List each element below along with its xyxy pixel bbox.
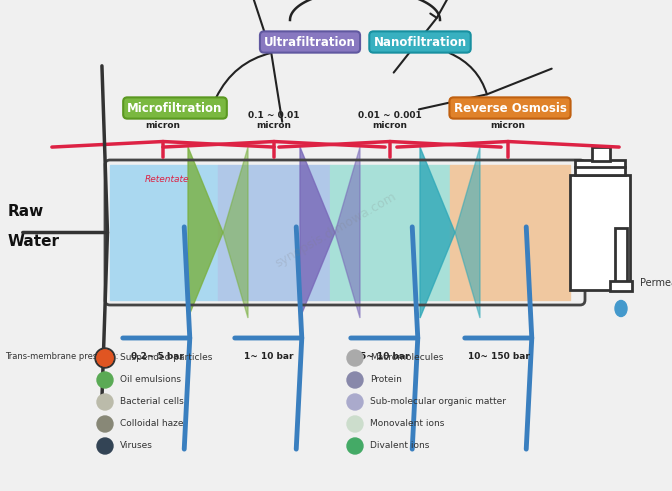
Text: Trans-membrane pressure:: Trans-membrane pressure:	[5, 352, 118, 361]
Text: Suspended particles: Suspended particles	[120, 354, 212, 362]
Ellipse shape	[97, 416, 113, 432]
Text: Colloidal haze: Colloidal haze	[120, 419, 183, 429]
Text: 10 ~ 0.1
micron: 10 ~ 0.1 micron	[142, 110, 184, 130]
Text: Water: Water	[8, 235, 60, 249]
Ellipse shape	[347, 372, 363, 388]
Bar	[592, 147, 610, 161]
Ellipse shape	[347, 350, 363, 366]
Ellipse shape	[97, 350, 113, 366]
Text: 0.001 ~ 0.0001
micron: 0.001 ~ 0.0001 micron	[470, 110, 546, 130]
Ellipse shape	[97, 372, 113, 388]
Bar	[450, 165, 570, 300]
Text: synopsis.dimowa.com: synopsis.dimowa.com	[273, 190, 399, 270]
Ellipse shape	[347, 438, 363, 454]
Bar	[610, 280, 632, 291]
Text: Microfiltration: Microfiltration	[127, 102, 222, 114]
Text: Protein: Protein	[370, 376, 402, 384]
Text: 0.2~ 5 bar: 0.2~ 5 bar	[130, 352, 183, 361]
Text: 10~ 150 bar: 10~ 150 bar	[468, 352, 530, 361]
Polygon shape	[420, 147, 455, 318]
Bar	[330, 165, 450, 300]
Text: Raw: Raw	[8, 203, 44, 218]
Ellipse shape	[95, 348, 115, 368]
Text: Retentate: Retentate	[145, 175, 190, 184]
Ellipse shape	[97, 394, 113, 410]
Text: Sub-molecular organic matter: Sub-molecular organic matter	[370, 398, 506, 407]
Ellipse shape	[347, 394, 363, 410]
Text: Reverse Osmosis: Reverse Osmosis	[454, 102, 566, 114]
Polygon shape	[223, 147, 248, 318]
Text: Divalent ions: Divalent ions	[370, 441, 429, 451]
Bar	[575, 160, 625, 175]
Text: 0.1 ~ 0.01
micron: 0.1 ~ 0.01 micron	[248, 110, 300, 130]
Text: 5~ 10 bar: 5~ 10 bar	[360, 352, 410, 361]
Text: Nanofiltration: Nanofiltration	[374, 35, 466, 49]
Bar	[110, 165, 218, 300]
Text: Monovalent ions: Monovalent ions	[370, 419, 444, 429]
Bar	[218, 165, 330, 300]
Ellipse shape	[97, 438, 113, 454]
Bar	[570, 175, 630, 290]
Polygon shape	[188, 147, 223, 318]
Text: Viruses: Viruses	[120, 441, 153, 451]
Text: Bacterial cells: Bacterial cells	[120, 398, 183, 407]
Text: Permeate: Permeate	[640, 277, 672, 288]
Polygon shape	[300, 147, 335, 318]
Polygon shape	[455, 147, 480, 318]
Text: Ultrafiltration: Ultrafiltration	[264, 35, 356, 49]
Ellipse shape	[615, 300, 627, 317]
Ellipse shape	[347, 416, 363, 432]
Bar	[615, 227, 627, 282]
Polygon shape	[335, 147, 360, 318]
Text: 0.01 ~ 0.001
micron: 0.01 ~ 0.001 micron	[358, 110, 422, 130]
Text: 1~ 10 bar: 1~ 10 bar	[244, 352, 294, 361]
Text: Oil emulsions: Oil emulsions	[120, 376, 181, 384]
Text: Macromolecules: Macromolecules	[370, 354, 444, 362]
Ellipse shape	[97, 350, 113, 366]
